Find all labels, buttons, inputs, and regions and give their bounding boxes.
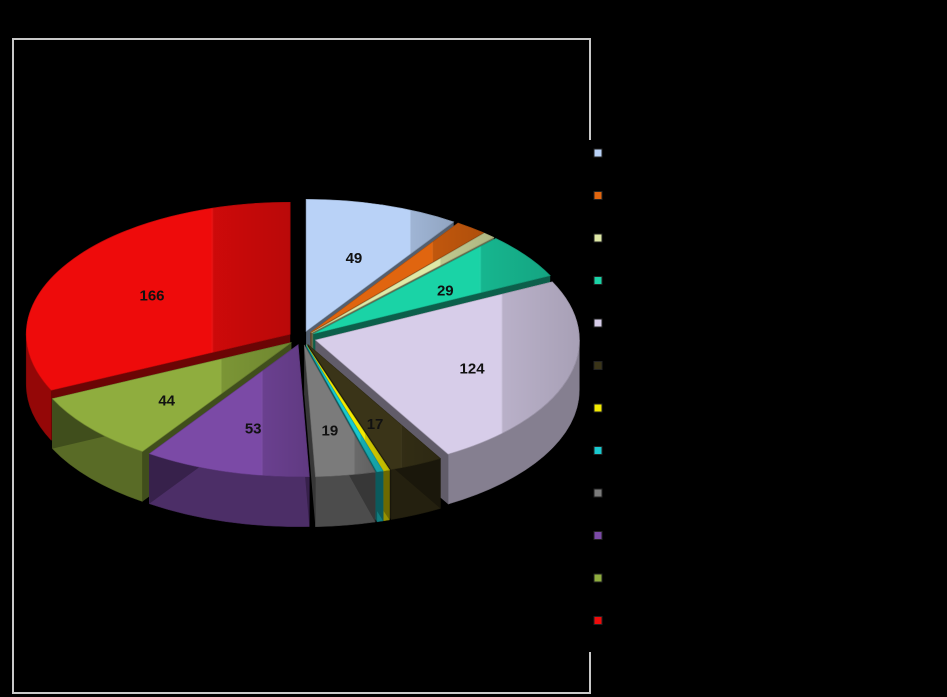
data-label-5: 17 [367, 416, 384, 433]
legend [593, 148, 603, 625]
legend-marker-8 [593, 488, 603, 498]
legend-marker-2 [593, 233, 603, 243]
data-label-9: 53 [245, 420, 262, 437]
pie-tops [25, 199, 580, 478]
legend-marker-1 [593, 191, 603, 200]
data-label-4: 124 [460, 361, 486, 378]
data-label-3: 29 [437, 282, 454, 299]
legend-marker-11 [593, 616, 603, 625]
legend-marker-4 [593, 318, 603, 328]
legend-marker-0 [593, 148, 603, 158]
pie-data-labels: 49 29 124 17 19 53 44 166 [140, 250, 486, 440]
data-label-0: 49 [346, 250, 363, 267]
data-label-11: 166 [140, 287, 165, 304]
legend-marker-10 [593, 573, 603, 583]
data-label-10: 44 [158, 393, 175, 410]
legend-marker-7 [593, 446, 603, 455]
data-label-8: 19 [322, 423, 339, 440]
legend-marker-6 [593, 403, 603, 413]
legend-marker-3 [593, 276, 603, 285]
legend-marker-5 [593, 361, 603, 370]
legend-marker-9 [593, 531, 603, 540]
